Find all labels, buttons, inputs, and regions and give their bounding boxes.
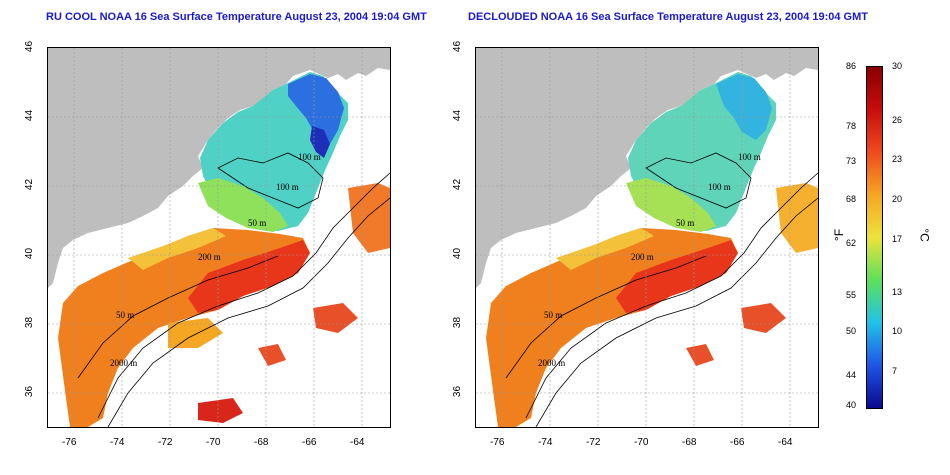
contour-2000m <box>107 197 390 427</box>
offshore-warm-patch-1 <box>776 183 818 253</box>
contour-200m <box>525 172 818 419</box>
celsius-tick: 30 <box>892 61 903 71</box>
offshore-warm-patch-3 <box>313 303 358 333</box>
contour-label: 2000 m <box>538 358 565 368</box>
yellow-band <box>556 228 654 270</box>
y-tick-label: 44 <box>24 109 36 122</box>
land-mass <box>476 48 818 288</box>
contour-100m-gulf <box>217 152 324 209</box>
grid-lines <box>476 48 818 427</box>
contour-50m <box>77 255 279 379</box>
contour-label: 50 m <box>544 310 562 320</box>
x-tick-label: -70 <box>634 437 649 448</box>
offshore-warm-patch-5 <box>686 344 714 366</box>
grid-lines <box>48 48 390 427</box>
x-tick-label: -64 <box>350 437 365 448</box>
right-sst-map: 100 m 100 m 50 m 200 m 50 m 2000 m <box>475 47 819 428</box>
fahrenheit-tick: 86 <box>846 61 857 71</box>
x-tick-label: -70 <box>206 437 221 448</box>
x-tick-label: -76 <box>490 437 505 448</box>
x-tick-label: -68 <box>254 437 269 448</box>
land-mass <box>48 48 390 288</box>
y-tick-label: 42 <box>24 178 36 191</box>
temperature-colorbar <box>866 66 883 409</box>
fahrenheit-tick: 50 <box>846 326 857 336</box>
fahrenheit-tick: 55 <box>846 290 857 300</box>
green-band <box>198 178 288 232</box>
celsius-tick: 23 <box>892 154 903 164</box>
x-tick-label: -74 <box>538 437 553 448</box>
fahrenheit-tick: 73 <box>846 156 857 166</box>
offshore-warm-patch-3 <box>741 303 786 333</box>
gulf-stream-warm <box>188 240 310 313</box>
fahrenheit-unit-label: °F <box>832 228 847 242</box>
contour-label: 50 m <box>248 218 266 228</box>
x-tick-label: -64 <box>778 437 793 448</box>
celsius-tick: 10 <box>892 326 903 336</box>
left-map-svg: 100 m 100 m 50 m 200 m 50 m 2000 m <box>48 48 390 427</box>
y-tick-label: 40 <box>24 247 36 260</box>
fahrenheit-tick: 40 <box>846 400 857 410</box>
fahrenheit-tick: 68 <box>846 194 857 204</box>
celsius-tick: 26 <box>892 115 903 125</box>
contour-label: 200 m <box>631 252 654 262</box>
celsius-tick: 17 <box>892 234 903 244</box>
x-tick-label: -74 <box>110 437 125 448</box>
deep-cold-patch <box>310 126 330 158</box>
celsius-tick: 7 <box>892 366 898 376</box>
celsius-tick: 20 <box>892 194 903 204</box>
y-tick-label: 42 <box>452 178 464 191</box>
fahrenheit-tick: 78 <box>846 121 857 131</box>
offshore-warm-patch-1 <box>348 183 390 253</box>
offshore-warm-patch-4 <box>198 398 243 423</box>
y-tick-label: 44 <box>452 109 464 122</box>
fahrenheit-tick: 44 <box>846 370 857 380</box>
y-tick-label: 38 <box>452 316 464 329</box>
gulf-stream-warm <box>616 240 738 313</box>
left-sst-map: 100 m 100 m 50 m 200 m 50 m 2000 m <box>47 47 391 428</box>
contour-label: 50 m <box>116 310 134 320</box>
offshore-warm-patch-5 <box>258 344 286 366</box>
contour-label: 100 m <box>298 152 321 162</box>
y-tick-label: 46 <box>24 40 36 53</box>
contour-2000m <box>535 197 818 427</box>
right-map-title: DECLOUDED NOAA 16 Sea Surface Temperatur… <box>468 11 868 23</box>
contour-100m-gulf <box>645 152 752 209</box>
contour-label: 50 m <box>676 218 694 228</box>
y-tick-label: 38 <box>24 316 36 329</box>
green-band <box>626 178 716 232</box>
contour-label: 100 m <box>708 182 731 192</box>
celsius-tick: 13 <box>892 287 903 297</box>
celsius-unit-label: °C <box>917 228 932 242</box>
cool-water-patch <box>716 74 772 140</box>
x-tick-label: -66 <box>302 437 317 448</box>
y-tick-label: 36 <box>452 385 464 398</box>
right-map-svg: 100 m 100 m 50 m 200 m 50 m 2000 m <box>476 48 818 427</box>
x-tick-label: -72 <box>158 437 173 448</box>
left-map-title: RU COOL NOAA 16 Sea Surface Temperature … <box>46 11 427 23</box>
contour-label: 200 m <box>198 252 221 262</box>
x-tick-label: -68 <box>682 437 697 448</box>
x-tick-label: -66 <box>730 437 745 448</box>
yellow-band <box>128 228 226 270</box>
cold-water-patch <box>288 74 344 148</box>
x-tick-label: -76 <box>62 437 77 448</box>
contour-label: 2000 m <box>110 358 137 368</box>
fahrenheit-tick: 62 <box>846 238 857 248</box>
y-tick-label: 46 <box>452 40 464 53</box>
y-tick-label: 40 <box>452 247 464 260</box>
y-tick-label: 36 <box>24 385 36 398</box>
contour-200m <box>97 172 390 419</box>
offshore-warm-patch-2 <box>168 318 223 348</box>
contour-label: 100 m <box>276 182 299 192</box>
contour-50m <box>505 255 707 379</box>
x-tick-label: -72 <box>586 437 601 448</box>
contour-label: 100 m <box>738 152 761 162</box>
